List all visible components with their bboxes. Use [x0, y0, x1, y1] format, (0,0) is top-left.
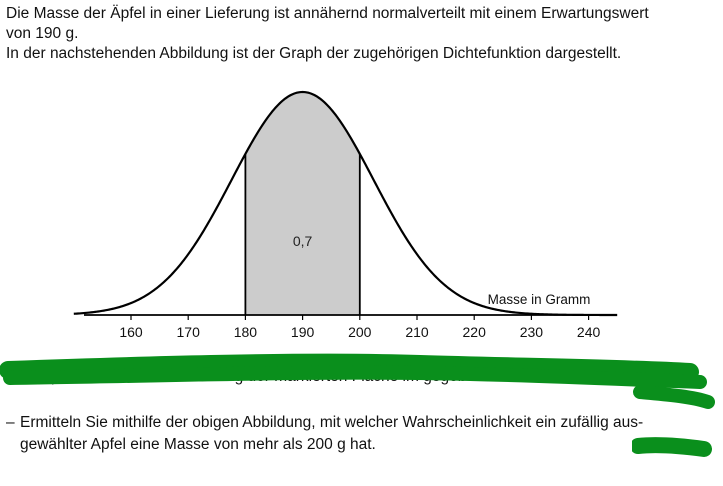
- x-axis-label: Masse in Gramm: [488, 292, 591, 307]
- x-tick-label-170: 170: [177, 324, 201, 340]
- x-tick-label-220: 220: [463, 324, 487, 340]
- density-chart: 160 170 180 190 200 210 220 230 240 0,7 Masse in …: [73, 90, 618, 340]
- x-tick-label-200: 200: [348, 324, 372, 340]
- x-tick-label-240: 240: [577, 324, 601, 340]
- redaction-scribble: [0, 353, 715, 409]
- area-label: 0,7: [293, 233, 313, 249]
- redaction-stroke-4: [632, 437, 712, 457]
- task-2: – Ermitteln Sie mithilfe der obigen Abbi…: [6, 412, 686, 456]
- task-2-dash: –: [6, 414, 15, 431]
- curve-layer: [73, 90, 618, 317]
- shade-layer: [244, 92, 361, 315]
- redaction-stroke-1: [0, 353, 699, 381]
- x-tick-label-180: 180: [234, 324, 258, 340]
- shaded-area: [245, 92, 360, 315]
- intro-line-3: In der nachstehenden Abbildung ist der G…: [6, 45, 622, 62]
- redaction-stroke-2: [3, 365, 707, 389]
- x-tick-label-230: 230: [520, 324, 544, 340]
- intro-text: Die Masse der Äpfel in einer Lieferung i…: [6, 4, 718, 64]
- x-axis: 160 170 180 190 200 210 220 230 240: [84, 314, 606, 340]
- task-2-line-2: gewählter Apfel eine Masse von mehr als …: [20, 436, 376, 453]
- intro-line-1: Die Masse der Äpfel in einer Lieferung i…: [6, 5, 649, 22]
- redaction-mark-2: [632, 437, 712, 457]
- x-tick-label-160: 160: [119, 324, 143, 340]
- redaction-stroke-3: [633, 385, 715, 409]
- intro-line-2: von 190 g.: [6, 25, 79, 42]
- task-2-line-1: Ermitteln Sie mithilfe der obigen Abbild…: [20, 414, 644, 431]
- x-tick-label-190: 190: [291, 324, 315, 340]
- x-tick-label-210: 210: [405, 324, 429, 340]
- density-curve: [73, 90, 618, 317]
- label-layer: 0,7 Masse in Gramm: [293, 233, 591, 307]
